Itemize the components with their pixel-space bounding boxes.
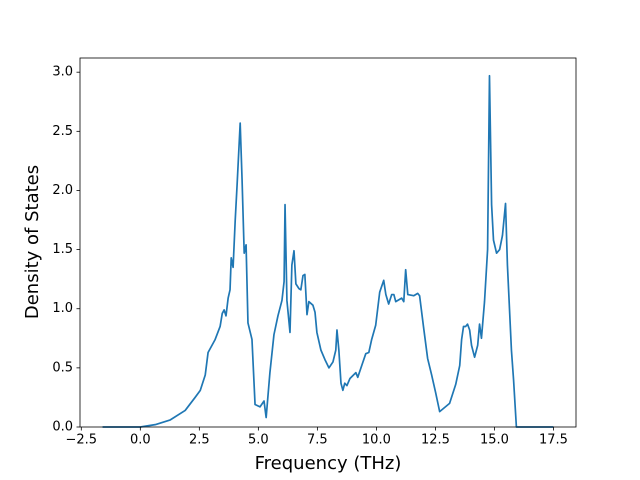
x-tick-label: −2.5 <box>66 433 98 448</box>
y-tick-label: 0.5 <box>52 360 73 375</box>
y-tick-label: 2.5 <box>52 124 73 139</box>
x-tick-label: 7.5 <box>307 433 328 448</box>
plot-frame <box>79 57 577 428</box>
y-tick-label: 0.0 <box>52 420 73 435</box>
y-axis-label: Density of States <box>22 165 43 319</box>
x-tick-label: 17.5 <box>539 433 568 448</box>
x-axis-label: Frequency (THz) <box>255 453 402 474</box>
x-tick-label: 12.5 <box>421 433 450 448</box>
x-tick-label: 10.0 <box>362 433 391 448</box>
x-tick-label: 5.0 <box>248 433 269 448</box>
y-tick-label: 2.0 <box>52 183 73 198</box>
y-tick-label: 1.0 <box>52 301 73 316</box>
y-tick-label: 3.0 <box>52 65 73 80</box>
x-tick-label: 0.0 <box>130 433 151 448</box>
x-tick-label: 15.0 <box>480 433 509 448</box>
y-tick-label: 1.5 <box>52 242 73 257</box>
data-line <box>102 74 554 428</box>
x-tick-label: 2.5 <box>189 433 210 448</box>
